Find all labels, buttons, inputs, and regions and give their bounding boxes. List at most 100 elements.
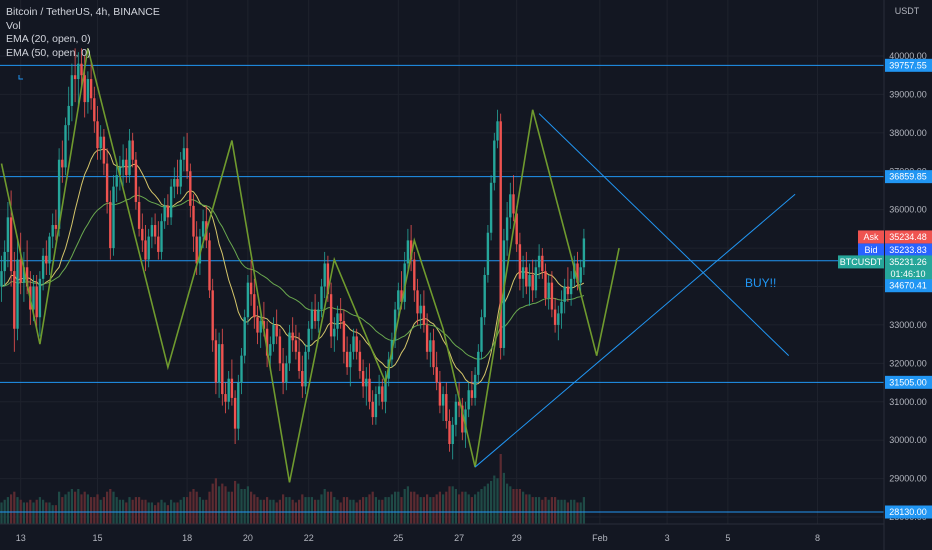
candle xyxy=(125,148,128,183)
candle xyxy=(163,198,166,229)
candle xyxy=(221,328,224,406)
candle-body xyxy=(278,336,282,364)
candle xyxy=(3,240,6,287)
candle-body xyxy=(409,240,413,260)
candle-body xyxy=(553,309,557,325)
candle-body xyxy=(317,309,320,322)
volume-bar xyxy=(512,489,515,524)
time-tick-label: 5 xyxy=(725,533,730,543)
price-tag-label: BTCUSDT xyxy=(840,257,883,267)
price-tick-label: 31000.00 xyxy=(889,397,927,407)
candle-body xyxy=(13,271,16,329)
candle-body xyxy=(265,328,269,356)
candle-body xyxy=(294,340,298,352)
candle xyxy=(550,271,554,318)
candle xyxy=(96,105,99,160)
candle-body xyxy=(400,290,403,302)
candle xyxy=(288,324,291,372)
legend-ema-50[interactable]: EMA (50, open, 0) xyxy=(6,46,91,59)
candle-body xyxy=(502,240,506,348)
candle xyxy=(525,251,528,295)
volume-bar xyxy=(480,489,483,524)
time-tick-label: 8 xyxy=(815,533,820,543)
candle-body xyxy=(57,159,61,229)
candle-body xyxy=(550,282,554,310)
candle-body xyxy=(173,178,176,187)
volume-bar xyxy=(470,497,473,524)
candle-body xyxy=(544,271,547,299)
symbol-title[interactable]: Bitcoin / TetherUS, 4h, BINANCE xyxy=(6,6,160,18)
candle-body xyxy=(109,201,112,249)
candle xyxy=(256,305,259,345)
candle-body xyxy=(563,286,566,302)
candle-body xyxy=(288,332,291,364)
candle-body xyxy=(422,305,426,325)
buy-annotation[interactable]: BUY!! xyxy=(745,276,776,290)
candle xyxy=(329,282,333,348)
volume-bar xyxy=(576,502,579,524)
candle xyxy=(189,163,192,218)
candle xyxy=(307,321,310,360)
candle xyxy=(147,228,150,268)
volume-bar xyxy=(403,489,406,524)
candle-body xyxy=(41,255,45,279)
volume-bar xyxy=(294,502,297,524)
volume-bar xyxy=(182,497,185,524)
legend-ema-20[interactable]: EMA (20, open, 0) xyxy=(6,33,91,45)
candle xyxy=(144,225,147,272)
volume-bar xyxy=(147,502,150,524)
candle xyxy=(339,298,342,329)
volume-bar xyxy=(198,497,201,524)
candle-body xyxy=(557,313,560,325)
candle xyxy=(150,217,154,249)
candle-body xyxy=(464,409,467,433)
candle-body xyxy=(349,351,352,368)
volume-bar xyxy=(266,497,269,524)
candle-body xyxy=(489,182,493,233)
candle-body xyxy=(185,148,189,172)
price-axis[interactable]: USDT 28000.0029000.0030000.0031000.00320… xyxy=(838,0,932,550)
volume-bar xyxy=(397,491,400,524)
candle xyxy=(435,351,438,391)
volume-bar xyxy=(528,494,531,524)
candle-body xyxy=(70,75,74,106)
volume-bar xyxy=(16,497,19,524)
time-axis[interactable]: 13 15 18 20 22 25 27 29 Feb 3 5 8 xyxy=(0,523,884,543)
drawing-tool-marker[interactable] xyxy=(18,75,23,80)
horizontal-levels[interactable] xyxy=(0,64,884,513)
price-tag-value-bg xyxy=(885,505,932,519)
candle xyxy=(310,301,314,341)
candle-body xyxy=(358,351,362,372)
volume-bar xyxy=(166,505,169,524)
candle xyxy=(499,113,502,360)
volume-bar xyxy=(499,454,502,524)
candle-body xyxy=(336,313,339,329)
volume-bar xyxy=(112,491,115,524)
candle xyxy=(173,167,176,199)
candle-body xyxy=(445,394,448,421)
volume-bar xyxy=(0,502,3,524)
candle-body xyxy=(89,79,93,99)
drawings[interactable] xyxy=(0,48,796,483)
candle-body xyxy=(54,225,58,229)
legend-volume[interactable]: Vol xyxy=(6,19,21,32)
candle-body xyxy=(518,244,522,279)
volume-bar xyxy=(410,491,413,524)
volume-bar xyxy=(400,497,403,524)
candle xyxy=(397,282,400,322)
price-tag-value-bg xyxy=(885,230,932,244)
candle xyxy=(445,382,448,429)
candle-body xyxy=(579,267,582,283)
candle-body xyxy=(301,371,304,387)
volume-bar xyxy=(32,502,35,524)
candle xyxy=(176,159,179,195)
volume-bar xyxy=(390,494,393,524)
candle xyxy=(569,271,573,306)
candle-body xyxy=(582,238,586,268)
candle-body xyxy=(477,351,480,375)
candle-body xyxy=(509,194,512,218)
candle-body xyxy=(246,282,250,318)
currency-label[interactable]: USDT xyxy=(895,6,920,16)
candle xyxy=(19,232,22,295)
